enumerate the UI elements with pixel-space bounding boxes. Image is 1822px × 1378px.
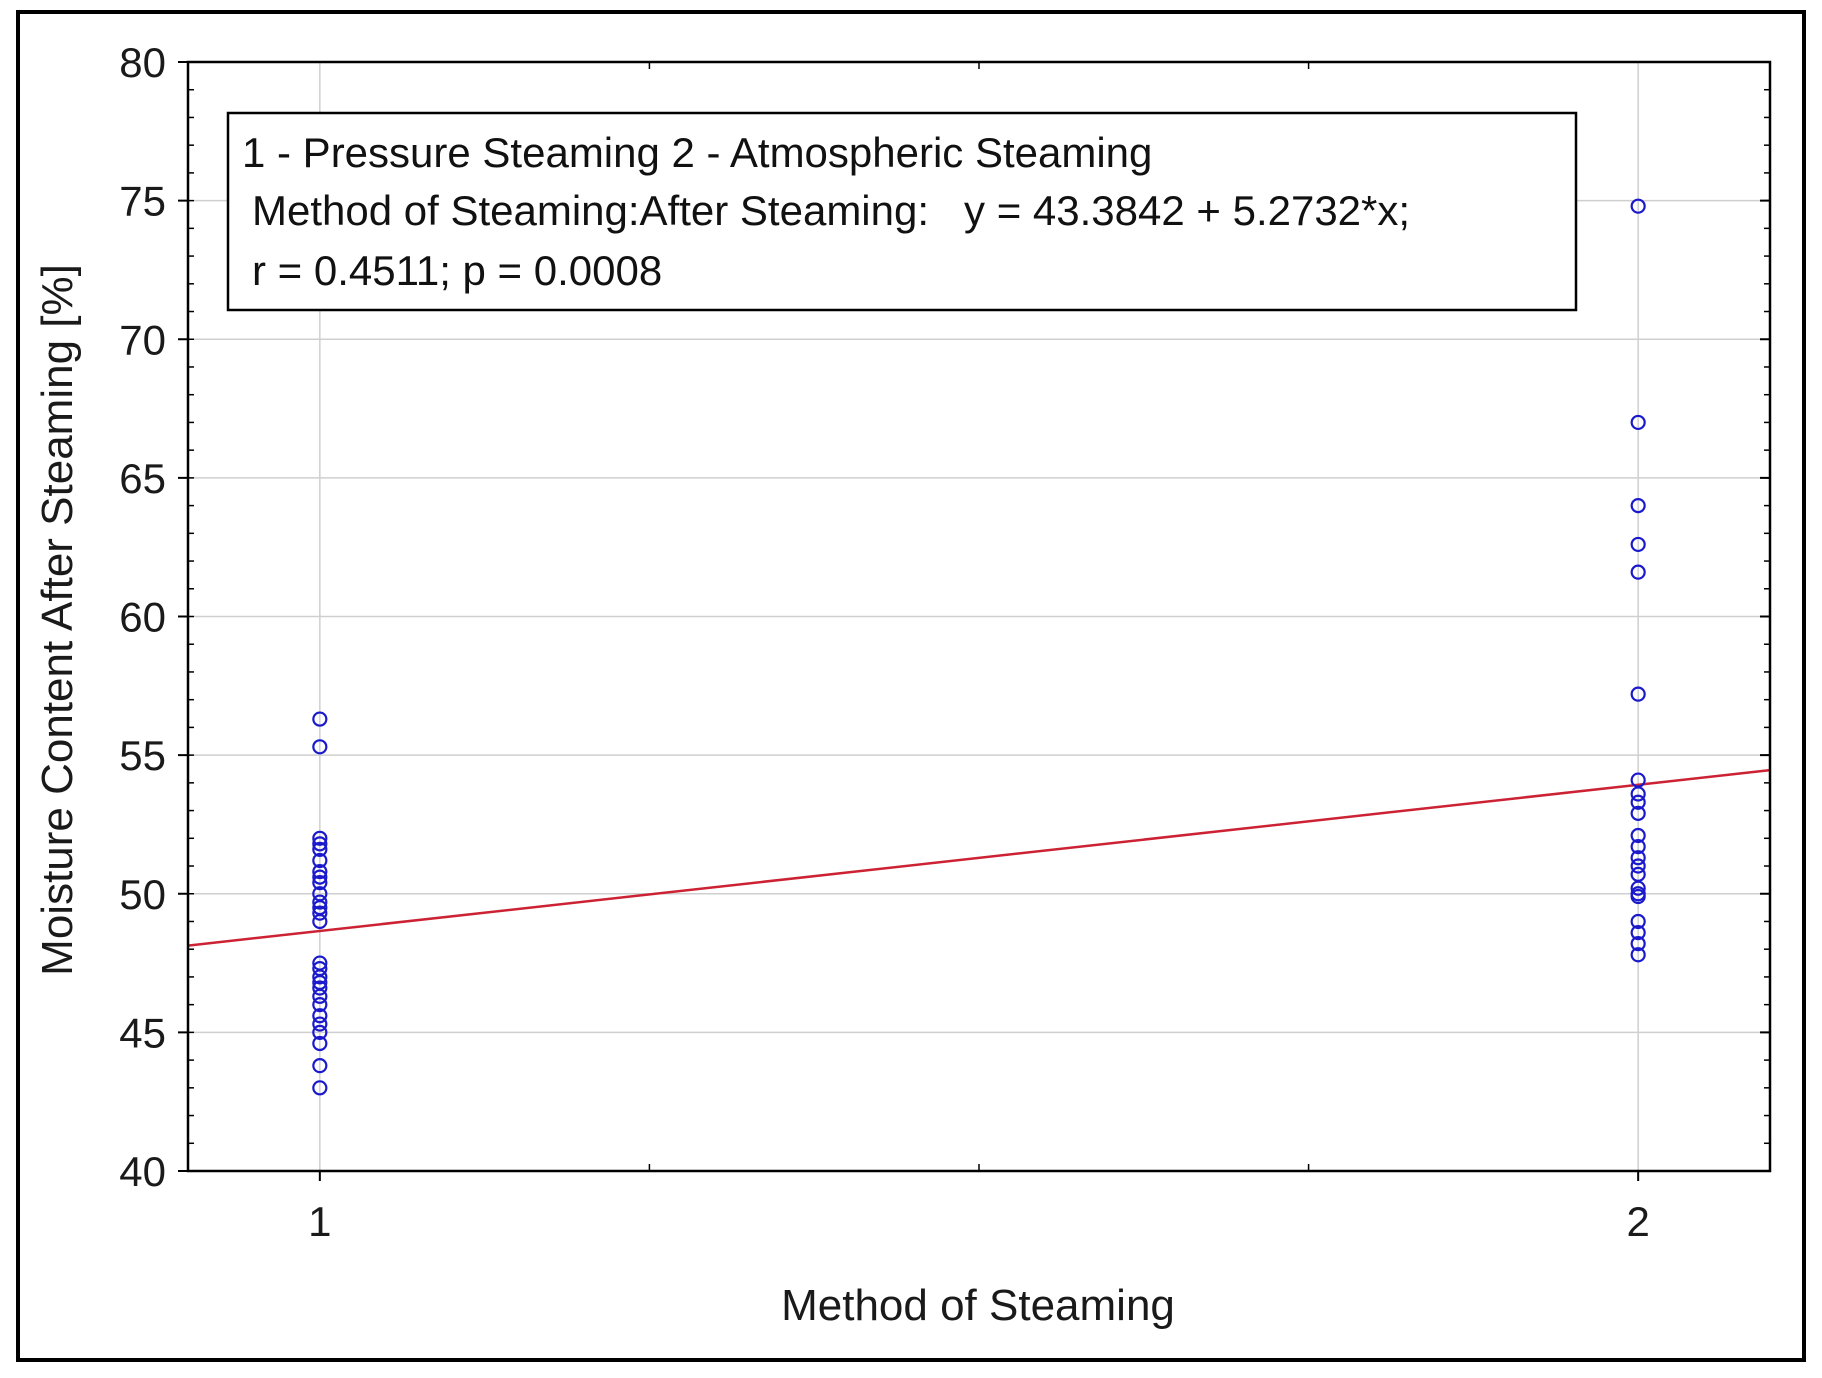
data-point — [312, 863, 328, 880]
data-point — [312, 894, 328, 910]
y-tick-label: 65 — [119, 455, 166, 502]
y-tick-label: 70 — [119, 316, 166, 363]
data-point — [1630, 839, 1646, 855]
data-point — [1630, 827, 1646, 844]
data-point — [312, 1035, 328, 1052]
data-point — [312, 841, 328, 857]
y-tick-label: 40 — [119, 1148, 166, 1195]
x-tick-label: 1 — [308, 1198, 331, 1245]
x-tick-label: 2 — [1626, 1198, 1649, 1245]
data-point — [312, 1080, 328, 1096]
data-point — [1630, 947, 1646, 963]
data-point — [1630, 913, 1646, 930]
y-tick-label: 60 — [119, 594, 166, 641]
data-point — [1630, 886, 1646, 902]
data-point — [312, 875, 328, 891]
regression-line — [187, 768, 1771, 947]
data-point — [312, 1016, 328, 1032]
data-point — [312, 905, 328, 921]
data-point — [312, 1024, 328, 1040]
y-tick-label: 75 — [119, 178, 166, 225]
legend-line-statistics: r = 0.4511; p = 0.0008 — [252, 247, 662, 294]
data-point — [1630, 850, 1646, 866]
y-axis-tick-labels: 40 45 50 55 60 65 70 75 80 — [119, 39, 166, 1195]
data-point — [312, 830, 328, 846]
legend-line-equation: Method of Steaming:After Steaming: y = 4… — [252, 187, 1410, 234]
data-point — [1630, 805, 1646, 821]
data-points — [312, 198, 1646, 1096]
data-point — [1630, 858, 1646, 874]
y-tick-label: 45 — [119, 1009, 166, 1056]
data-point — [312, 852, 328, 869]
data-point — [1630, 880, 1646, 896]
data-point — [1630, 794, 1646, 810]
data-point — [1630, 498, 1646, 514]
data-point — [312, 980, 328, 996]
y-tick-label: 55 — [119, 732, 166, 779]
data-point — [1630, 686, 1646, 702]
regression-layer — [187, 768, 1771, 947]
data-point — [1630, 936, 1646, 952]
y-axis-title: Moisture Content After Steaming [%] — [33, 264, 82, 976]
data-point — [312, 869, 328, 885]
data-point — [1630, 924, 1646, 941]
data-point — [312, 900, 328, 916]
data-point — [312, 739, 328, 755]
data-point — [312, 997, 328, 1013]
legend-line-methods: 1 - Pressure Steaming 2 - Atmospheric St… — [242, 129, 1152, 176]
data-point — [312, 711, 328, 727]
data-point — [1630, 564, 1646, 580]
x-axis-title: Method of Steaming — [781, 1281, 1175, 1330]
y-tick-label: 50 — [119, 871, 166, 918]
legend-frame — [226, 111, 1578, 312]
legend-box: 1 - Pressure Steaming 2 - Atmospheric St… — [226, 111, 1578, 312]
data-point — [1630, 536, 1646, 553]
plot-area — [186, 60, 1772, 1173]
data-point — [1630, 414, 1646, 431]
data-point — [312, 974, 328, 991]
data-point — [312, 1008, 328, 1024]
data-point — [1630, 786, 1646, 802]
y-tick-label: 80 — [119, 39, 166, 86]
data-point — [312, 1058, 328, 1074]
data-point — [312, 836, 328, 852]
data-point — [312, 969, 328, 985]
data-point — [1630, 198, 1646, 214]
